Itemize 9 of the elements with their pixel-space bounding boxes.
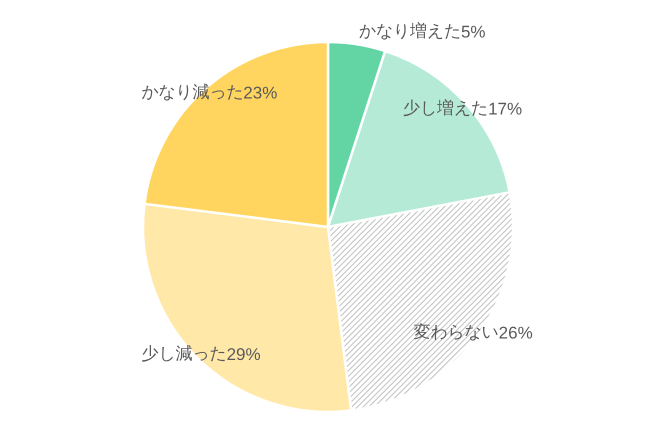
data-label: 5% [460,22,486,41]
slice-label: 少し増えた [403,98,488,118]
data-label: 26% [498,322,533,342]
slice-label: かなり増えた [358,21,461,42]
data-label: 29% [226,344,261,364]
data-label: 17% [488,98,522,118]
slice-label: 少し減った [142,344,227,364]
slice-label: 変わらない [414,322,499,342]
data-label: 23% [243,82,278,102]
